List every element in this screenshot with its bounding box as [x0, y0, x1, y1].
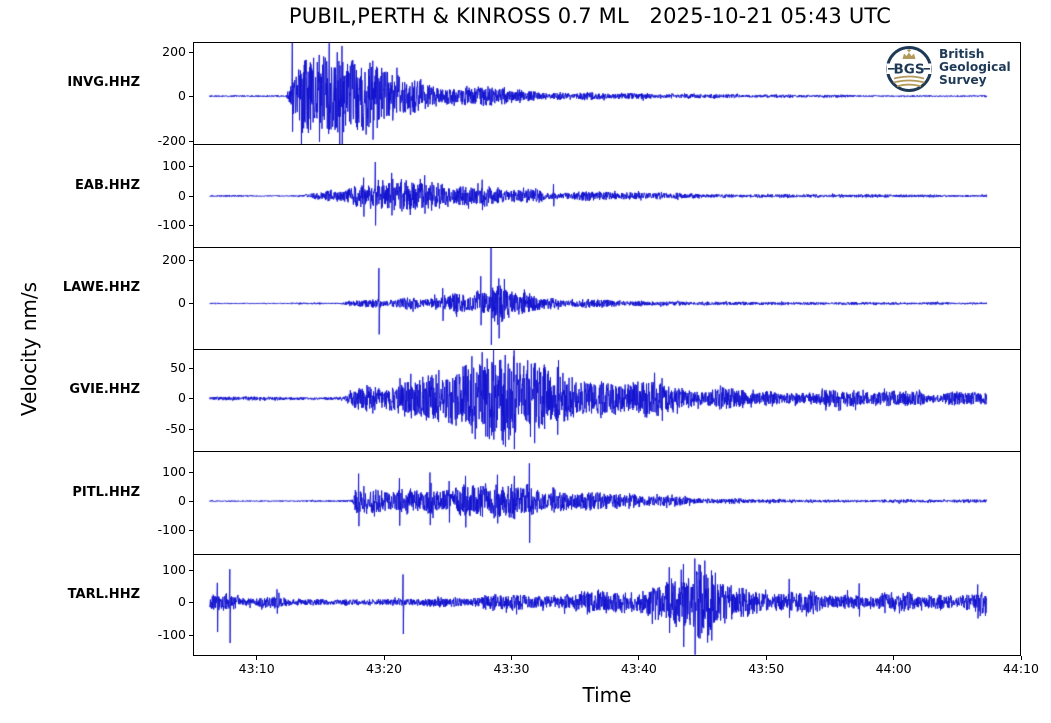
y-tick-mark	[189, 368, 193, 370]
y-tick-mark	[189, 51, 193, 53]
y-tick-mark	[189, 225, 193, 227]
x-tick-mark	[510, 656, 512, 660]
y-tick-mark	[189, 140, 193, 142]
y-tick-label: -100	[157, 521, 186, 537]
y-tick-mark	[189, 634, 193, 636]
bgs-band	[886, 63, 932, 74]
y-tick-label: -100	[157, 217, 186, 233]
svg-text:Geological: Geological	[939, 60, 1011, 74]
y-tick-mark	[189, 529, 193, 531]
station-label: TARL.HHZ	[67, 587, 140, 602]
y-tick-label: 200	[162, 251, 186, 267]
station-label: GVIE.HHZ	[69, 382, 140, 397]
y-tick-mark	[189, 602, 193, 604]
y-tick-label: -200	[157, 132, 186, 148]
y-tick-label: -100	[157, 626, 186, 642]
x-axis-label: Time	[582, 683, 632, 707]
y-tick-label: 0	[178, 493, 186, 509]
waveform-canvas	[193, 42, 1021, 144]
waveform-canvas	[193, 349, 1021, 451]
bgs-crown-icon	[902, 49, 916, 59]
x-tick-label: 43:30	[493, 661, 530, 676]
y-tick-label: 100	[162, 464, 186, 480]
x-tick-label: 43:10	[238, 661, 275, 676]
x-tick-label: 43:20	[366, 661, 403, 676]
y-tick-mark	[189, 96, 193, 98]
panel-divider	[193, 451, 1021, 452]
y-tick-label: 50	[170, 360, 186, 376]
waveform-canvas	[193, 451, 1021, 554]
y-tick-label: 0	[178, 594, 186, 610]
x-tick-mark	[383, 656, 385, 660]
y-tick-mark	[189, 428, 193, 430]
svg-text:British: British	[939, 47, 984, 61]
y-tick-label: 100	[162, 561, 186, 577]
x-tick-label: 43:50	[748, 661, 785, 676]
station-label: INVG.HHZ	[67, 75, 140, 90]
bgs-logo: BGS British Geological Survey	[884, 44, 1014, 94]
y-tick-label: 0	[178, 187, 186, 203]
waveform-canvas	[193, 144, 1021, 247]
x-tick-mark	[765, 656, 767, 660]
waveform-canvas	[193, 247, 1021, 349]
station-label: EAB.HHZ	[75, 177, 140, 193]
x-tick-label: 43:40	[620, 661, 657, 676]
x-tick-label: 44:10	[1002, 661, 1040, 676]
panel-divider	[193, 554, 1021, 555]
bgs-waves-icon	[893, 75, 925, 88]
panel-divider	[193, 349, 1021, 350]
y-tick-label: 100	[162, 158, 186, 174]
panel-divider	[193, 247, 1021, 248]
y-tick-mark	[189, 501, 193, 503]
x-tick-mark	[1020, 656, 1022, 660]
y-tick-label: 200	[162, 43, 186, 59]
x-tick-mark	[638, 656, 640, 660]
y-tick-mark	[189, 398, 193, 400]
y-tick-label: 0	[178, 390, 186, 406]
y-tick-mark	[189, 166, 193, 168]
x-tick-mark	[256, 656, 258, 660]
x-tick-mark	[893, 656, 895, 660]
y-tick-mark	[189, 303, 193, 305]
y-axis-label: Velocity nm/s	[17, 281, 41, 417]
y-tick-label: -50	[165, 420, 186, 436]
y-tick-label: 0	[178, 88, 186, 104]
svg-text:Survey: Survey	[939, 73, 987, 87]
y-tick-mark	[189, 259, 193, 261]
station-label: LAWE.HHZ	[62, 280, 140, 295]
station-label: PITL.HHZ	[72, 484, 140, 500]
y-tick-mark	[189, 569, 193, 571]
bgs-abbr-text: BGS	[893, 62, 924, 78]
chart-title: PUBIL,PERTH & KINROSS 0.7 ML 2025-10-21 …	[288, 4, 892, 28]
y-tick-label: 0	[178, 295, 186, 311]
x-tick-label: 44:00	[875, 661, 912, 676]
waveform-canvas	[193, 554, 1021, 656]
y-tick-mark	[189, 472, 193, 474]
panel-divider	[193, 144, 1021, 145]
y-tick-mark	[189, 195, 193, 197]
